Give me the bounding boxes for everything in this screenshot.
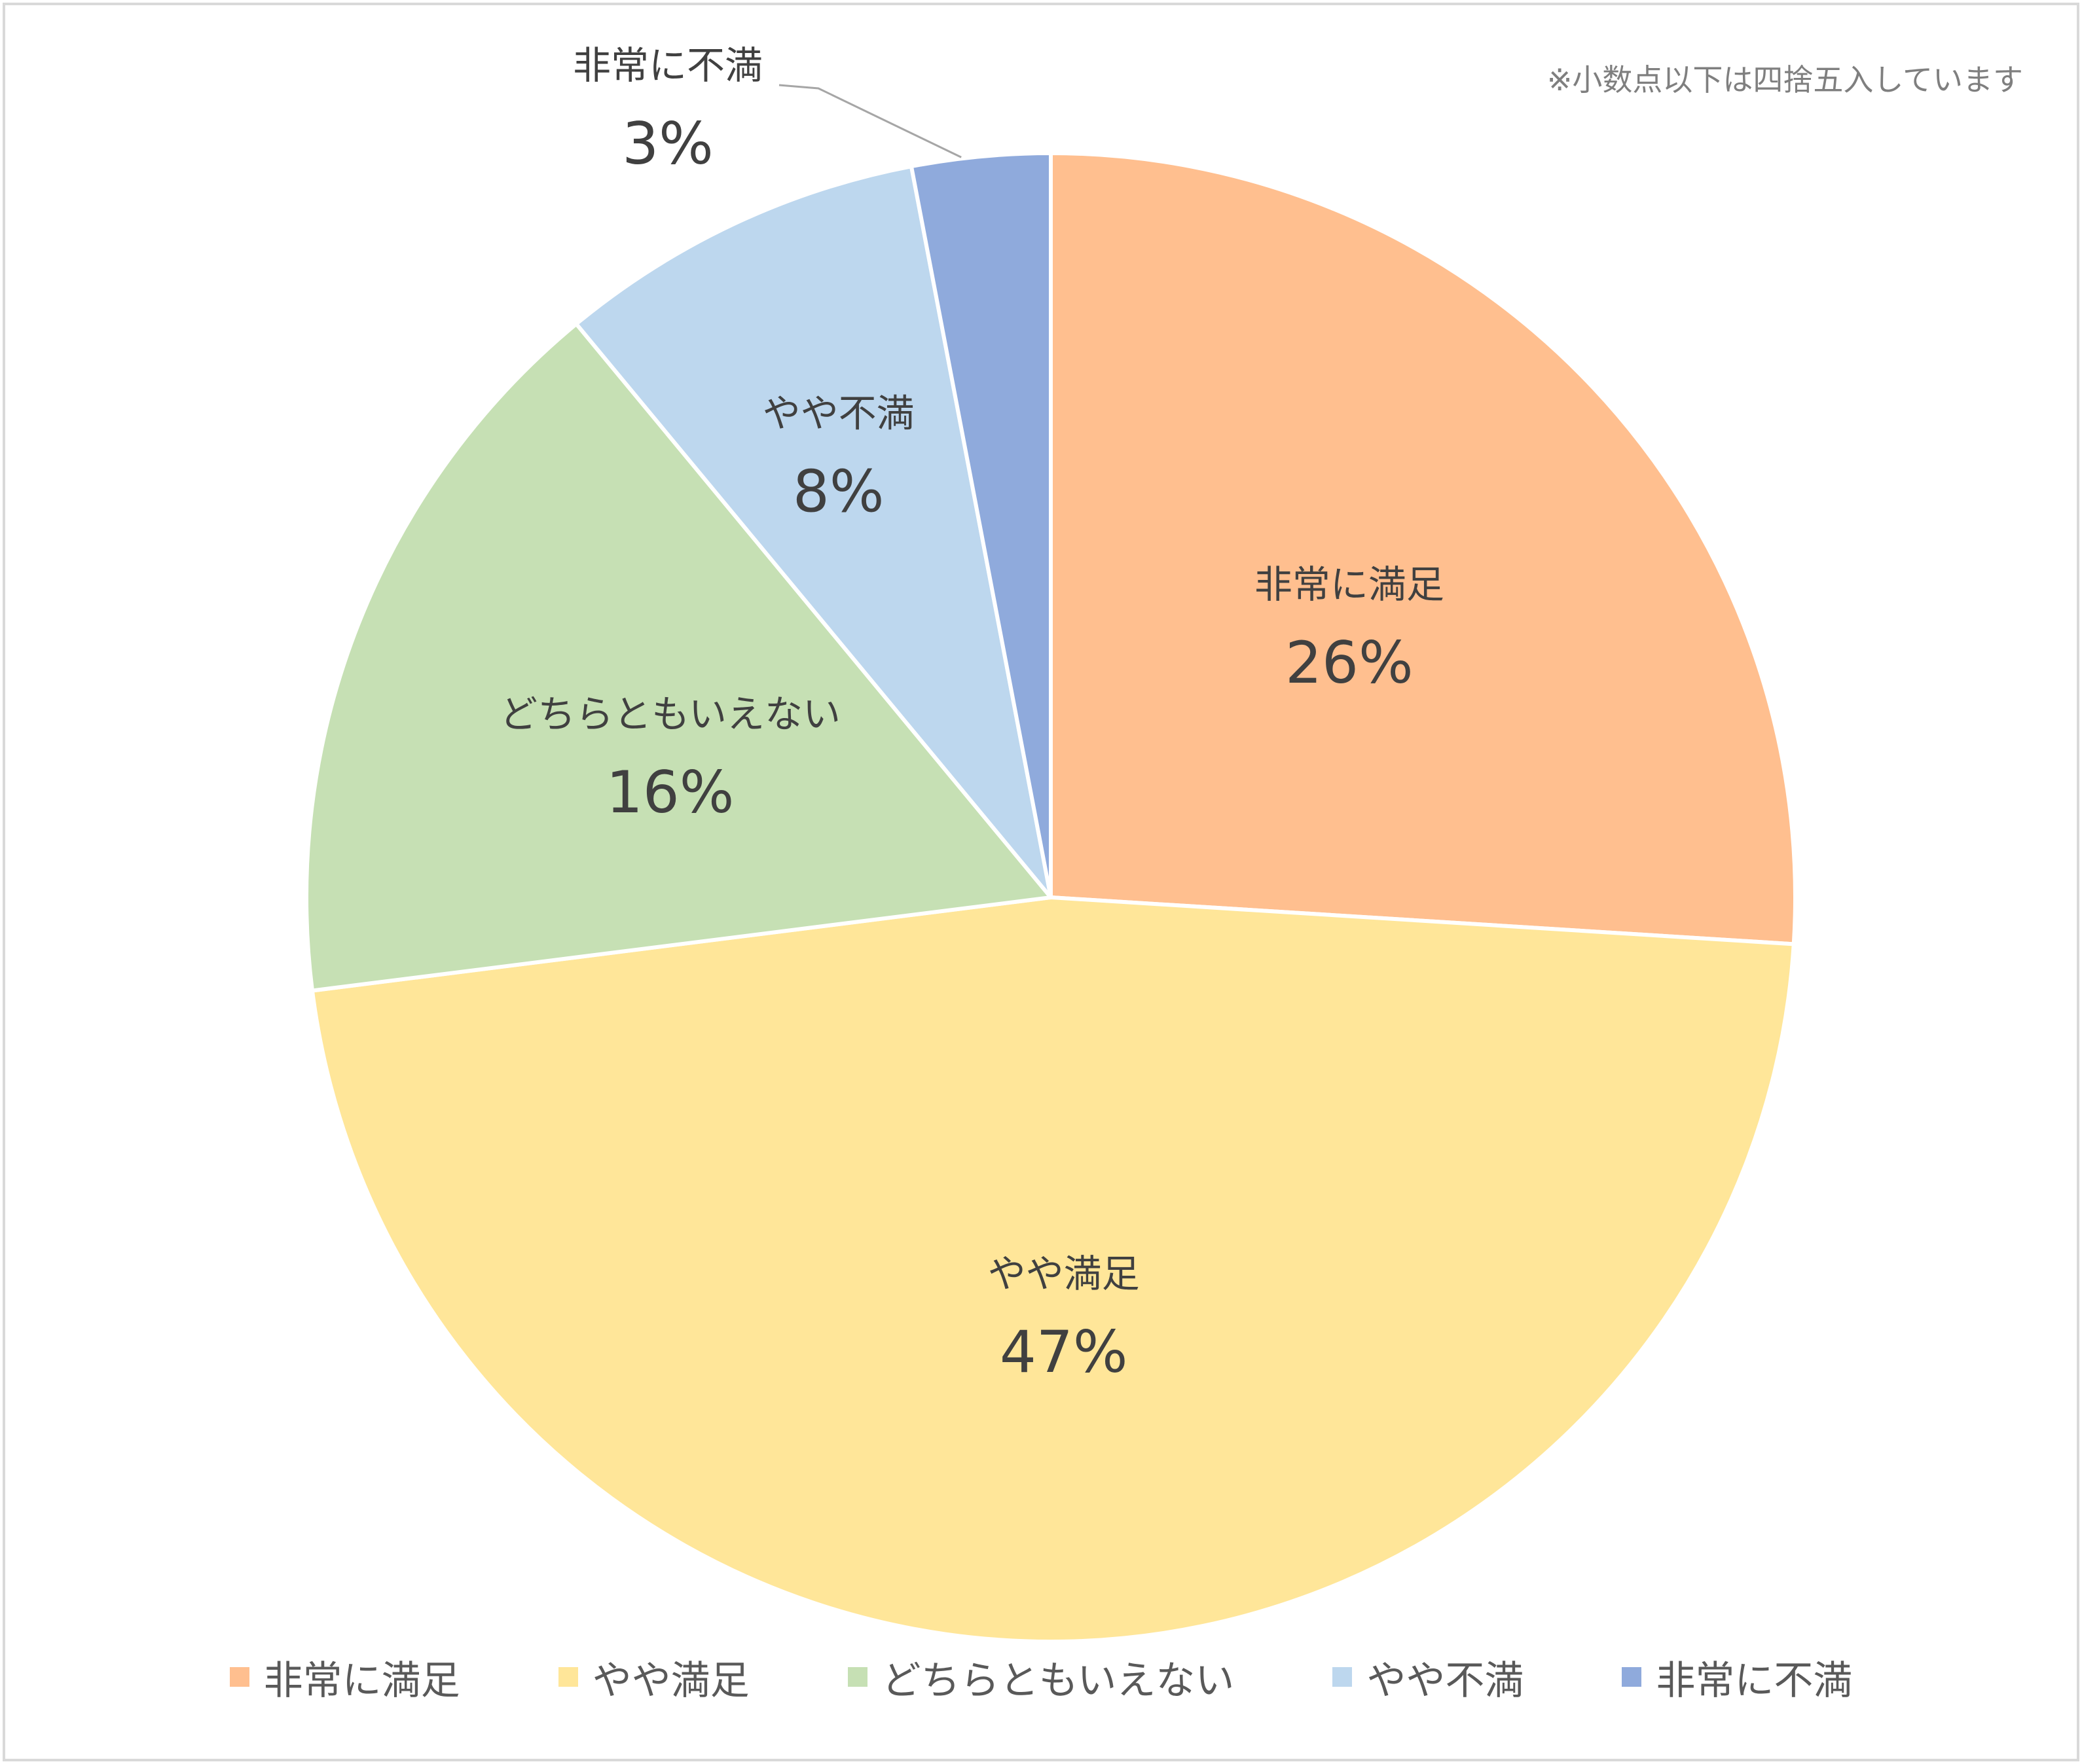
pie-slice	[304, 321, 1055, 993]
slice-percent-label: 8%	[793, 458, 885, 526]
legend-label: 非常に不満	[1656, 1657, 1853, 1704]
pie-slice	[574, 164, 1053, 899]
slice-labels: 非常に満足 26% やや満足 47% どちらともいえない 16% やや不満 8% 非常に不満 3%	[500, 43, 1444, 1386]
slice-category-label: やや不満	[763, 391, 915, 436]
leader-lines	[778, 84, 962, 158]
legend-swatch	[847, 1667, 868, 1687]
rounding-note: ※小数点以下は四捨五入しています	[1546, 62, 2023, 98]
legend-item: どちらともいえない	[847, 1649, 1235, 1706]
legend-item: 非常に満足	[229, 1649, 460, 1706]
legend-item: やや不満	[1332, 1649, 1524, 1706]
slice-percent-label: 3%	[622, 110, 714, 177]
pie-slice	[1049, 151, 1797, 946]
legend-label: 非常に満足	[263, 1657, 460, 1704]
legend-swatch	[1332, 1667, 1353, 1687]
slice-category-label: やや満足	[988, 1251, 1140, 1296]
legend-swatch	[558, 1667, 578, 1687]
legend-label: やや満足	[592, 1657, 750, 1704]
pie-slice	[310, 895, 1796, 1644]
slice-category-label: 非常に満足	[1254, 562, 1444, 607]
slice-percent-label: 16%	[606, 759, 735, 826]
pie-slices	[304, 151, 1797, 1644]
pie-slice	[909, 151, 1053, 898]
leader-line	[778, 84, 962, 158]
legend-swatch	[229, 1667, 249, 1687]
slice-percent-label: 47%	[1000, 1318, 1128, 1386]
legend-label: どちらともいえない	[881, 1657, 1235, 1704]
slice-category-label: どちらともいえない	[500, 692, 841, 736]
legend-item: やや満足	[558, 1649, 750, 1706]
legend-swatch	[1622, 1667, 1642, 1687]
legend-label: やや不満	[1366, 1657, 1524, 1704]
legend-item: 非常に不満	[1622, 1649, 1852, 1706]
slice-category-label: 非常に不満	[573, 43, 763, 88]
slice-percent-label: 26%	[1285, 629, 1414, 696]
legend: 非常に満足 やや満足 どちらともいえない やや不満 非常に不満	[0, 1649, 2082, 1706]
